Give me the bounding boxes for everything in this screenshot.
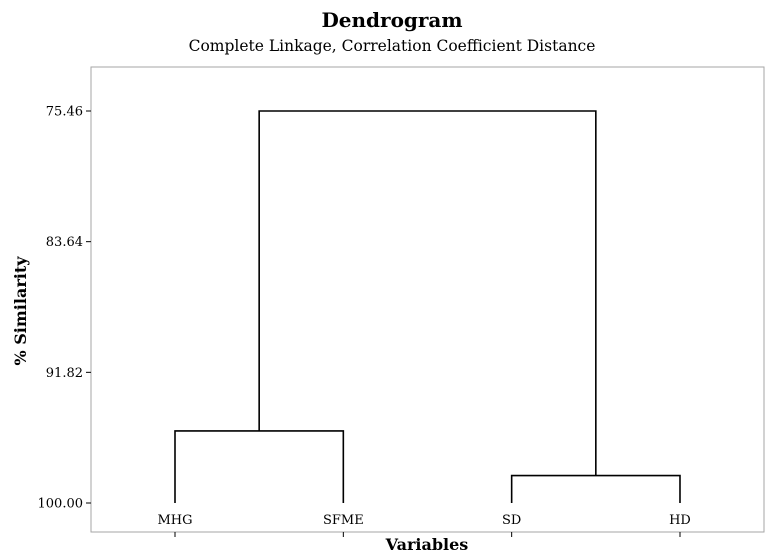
x-axis-label: Variables <box>385 535 469 554</box>
y-tick-label: 91.82 <box>46 366 83 381</box>
dendrogram-link <box>258 110 597 476</box>
dendrogram-links <box>174 110 681 503</box>
chart-title: Dendrogram <box>321 8 462 32</box>
plot-area-frame <box>90 66 765 533</box>
x-tick-label: HD <box>669 513 691 528</box>
y-axis: 75.46 83.64 91.82 100.00 <box>38 105 91 512</box>
x-tick-label: MHG <box>157 513 192 528</box>
y-tick-label: 100.00 <box>38 497 84 512</box>
y-tick-label: 83.64 <box>46 235 83 250</box>
x-tick-label: SFME <box>323 513 364 528</box>
dendrogram-link <box>174 430 345 503</box>
y-axis-label: % Similarity <box>11 256 30 366</box>
x-axis: MHG SFME SD HD <box>157 513 691 537</box>
chart-subtitle: Complete Linkage, Correlation Coefficien… <box>189 37 596 55</box>
dendrogram-link <box>510 474 681 503</box>
y-tick-label: 75.46 <box>46 105 83 120</box>
x-tick-label: SD <box>502 513 521 528</box>
